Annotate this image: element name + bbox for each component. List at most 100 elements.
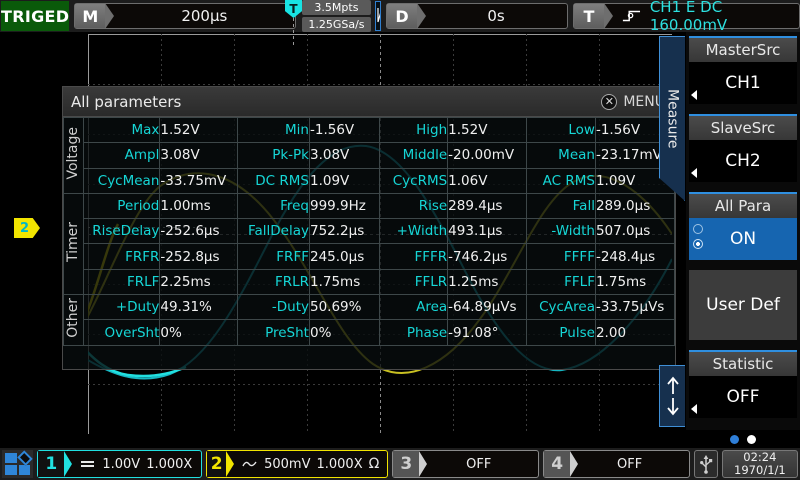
- radio-group[interactable]: [693, 224, 703, 249]
- menu-statistic-header: Statistic: [689, 350, 797, 376]
- table-row: RiseDelay -252.6µs FallDelay 752.2µs +Wi…: [64, 218, 676, 245]
- channel-2-offset-marker[interactable]: 2: [14, 218, 40, 238]
- menu-userdef-value[interactable]: User Def: [689, 270, 797, 340]
- menu-allpara-value[interactable]: ON: [689, 218, 797, 260]
- param-label: Ampl: [82, 142, 161, 169]
- radio-off[interactable]: [693, 224, 703, 234]
- close-icon[interactable]: ✕: [601, 93, 618, 110]
- usb-glyph: [699, 455, 713, 474]
- param-label: Phase: [379, 319, 449, 346]
- apps-grid-icon[interactable]: [2, 450, 34, 478]
- clock-button[interactable]: 02:24 1970/1/1: [721, 450, 798, 478]
- trigger-source-text: CH1 E DC 160.00mV: [649, 0, 728, 34]
- waveform-overview[interactable]: [374, 1, 381, 31]
- logo-diamond: [16, 450, 33, 466]
- timebase-value: 200µs: [181, 7, 228, 25]
- param-label: Middle: [379, 142, 449, 169]
- tab-measure[interactable]: Measure: [659, 36, 685, 201]
- left-arrow-icon: [691, 404, 697, 414]
- right-menu: MasterSrc CH1 SlaveSrc CH2 All Para ON: [686, 32, 800, 444]
- clock-date: 1970/1/1: [734, 463, 786, 477]
- menu-userdef[interactable]: User Def: [689, 270, 797, 340]
- all-parameters-titlebar: All parameters ✕ MENU: [63, 87, 675, 117]
- param-label: Pulse: [526, 319, 596, 346]
- param-value: -252.8µs: [159, 243, 238, 270]
- param-label: High: [379, 116, 449, 144]
- trigger-position-marker[interactable]: T: [285, 0, 302, 18]
- channel-3-button[interactable]: 3 OFF: [392, 450, 540, 478]
- channel-2-impedance: Ω: [368, 456, 380, 472]
- radio-on-selected[interactable]: [693, 239, 703, 249]
- channel-2-button[interactable]: 2 500mV 1.000X Ω: [206, 450, 389, 478]
- param-value: -33.75mV: [159, 167, 238, 194]
- param-value: 289.0µs: [594, 192, 676, 220]
- menu-statistic-value[interactable]: OFF: [689, 376, 797, 418]
- param-label: Freq: [236, 192, 310, 220]
- param-value: 493.1µs: [447, 218, 528, 245]
- channel-1-number: 1: [38, 451, 73, 477]
- table-row: Timer Period 1.00ms Freq 999.9Hz Rise 28…: [63, 192, 676, 296]
- param-label: Rise: [379, 192, 449, 220]
- param-label: FFLR: [379, 268, 449, 296]
- channel-1-scale: 1.00V: [102, 456, 141, 472]
- param-value: 50.69%: [308, 294, 381, 321]
- menu-slavesrc[interactable]: SlaveSrc CH2: [689, 114, 797, 182]
- param-label: -Duty: [236, 294, 310, 321]
- menu-mastersrc-header: MasterSrc: [689, 36, 797, 62]
- menu-slavesrc-header: SlaveSrc: [689, 114, 797, 140]
- param-value: 2.25ms: [159, 268, 238, 296]
- menu-userdef-text: User Def: [706, 295, 780, 315]
- param-value: -1.56V: [308, 116, 381, 144]
- menu-mastersrc-value[interactable]: CH1: [689, 62, 797, 104]
- param-label: Low: [526, 116, 596, 144]
- channel-1-button[interactable]: 1 1.00V 1.000X: [37, 450, 203, 478]
- param-label: Area: [379, 294, 449, 321]
- param-value: -20.00mV: [447, 142, 528, 169]
- trigger-control[interactable]: T CH1 E DC 160.00mV: [573, 0, 800, 34]
- param-value: 3.08V: [308, 142, 381, 169]
- page-dot-inactive[interactable]: [747, 434, 756, 444]
- timebase-tag: M: [75, 3, 115, 29]
- left-arrow-icon: [691, 168, 697, 178]
- all-parameters-title: All parameters: [71, 92, 182, 111]
- timebase-control[interactable]: M 200µs: [74, 3, 297, 29]
- channel-3-state: OFF: [466, 456, 492, 472]
- group-label-voltage: Voltage: [63, 117, 84, 194]
- table-row: Other +Duty 49.31% -Duty 50.69% Area -64…: [63, 294, 676, 346]
- param-label: CycMean: [82, 167, 161, 194]
- param-value: 1.52V: [447, 116, 528, 144]
- menu-statistic[interactable]: Statistic OFF: [689, 350, 797, 418]
- delay-value: 0s: [487, 7, 505, 25]
- table-row: Ampl 3.08V Pk-Pk 3.08V Middle -20.00mV M…: [64, 142, 676, 169]
- param-label: +Duty: [82, 294, 161, 321]
- bottom-status-bar: 1 1.00V 1.000X 2 500mV 1.000X Ω: [0, 448, 800, 480]
- delay-control[interactable]: D 0s: [386, 3, 568, 29]
- group-label-timer: Timer: [63, 192, 84, 296]
- param-label: Min: [236, 116, 310, 144]
- channel-2-probe: 1.000X: [316, 456, 363, 472]
- param-value: 245.0µs: [308, 243, 381, 270]
- param-label: PreSht: [236, 319, 310, 346]
- param-value: -64.89µVs: [447, 294, 528, 321]
- param-value: -252.6µs: [159, 218, 238, 245]
- menu-slavesrc-value[interactable]: CH2: [689, 140, 797, 182]
- acquisition-info: 3.5Mpts 1.25GSa/s: [302, 0, 371, 32]
- param-label: OverSht: [82, 319, 161, 346]
- page-dot-active[interactable]: [730, 434, 739, 444]
- channel-4-button[interactable]: 4 OFF: [543, 450, 691, 478]
- scroll-page-control[interactable]: [659, 365, 685, 427]
- usb-icon[interactable]: [694, 450, 718, 478]
- menu-page-indicator[interactable]: [686, 432, 800, 446]
- up-down-arrow-icon: [666, 376, 679, 416]
- param-label: -Width: [526, 218, 596, 245]
- menu-label[interactable]: MENU: [623, 93, 665, 110]
- trigger-status-badge: TRIGED: [1, 1, 70, 31]
- table-row: OverSht 0% PreSht 0% Phase -91.08° Pulse…: [64, 319, 676, 346]
- menu-allpara[interactable]: All Para ON: [689, 192, 797, 260]
- channel-3-number: 3: [393, 451, 428, 477]
- param-value: -33.75µVs: [594, 294, 676, 321]
- menu-mastersrc[interactable]: MasterSrc CH1: [689, 36, 797, 104]
- parameters-table: Voltage Max 1.52V Min -1.56V High 1.52V …: [63, 116, 676, 346]
- channel-1-probe: 1.000X: [146, 456, 193, 472]
- param-label: +Width: [379, 218, 449, 245]
